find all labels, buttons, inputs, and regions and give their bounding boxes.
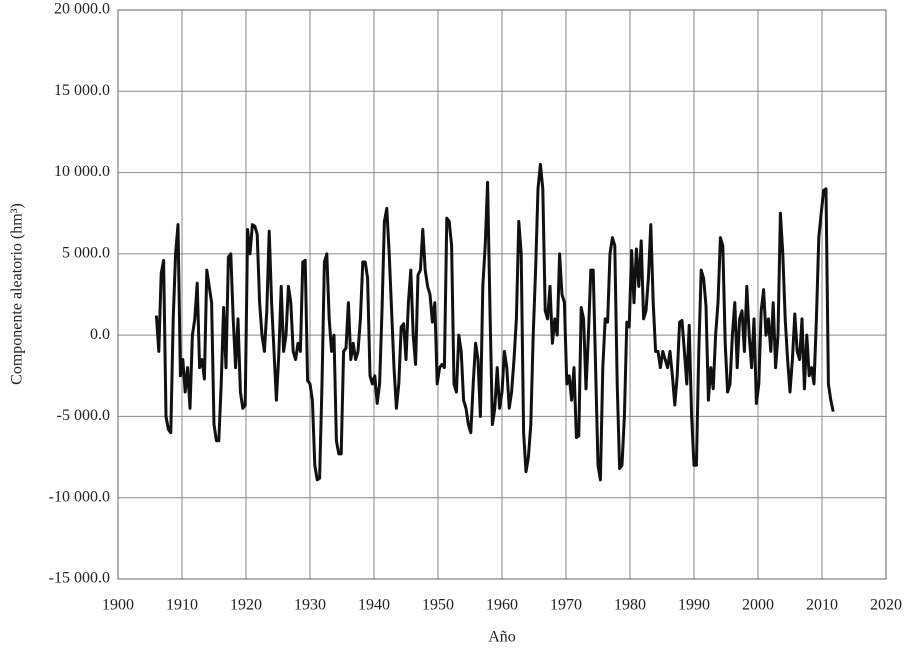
x-tick-label: 1910 [166,597,198,614]
x-tick-label: 1940 [358,597,390,614]
x-tick-label: 2000 [742,597,774,614]
y-tick-label: 0.0 [90,326,110,343]
x-tick-label: 1970 [550,597,582,614]
x-axis-label: Año [488,629,516,646]
plot-frame [117,9,887,580]
x-tick-label: 1990 [678,597,710,614]
x-tick-label: 1920 [230,597,262,614]
y-axis-label: Componente aleatorio (hm³) [9,203,26,385]
x-tick-label: 2010 [806,597,838,614]
y-tick-label: 5 000.0 [62,245,110,262]
y-tick-label: -10 000.0 [49,488,110,505]
y-tick-label: -15 000.0 [49,570,110,587]
y-tick-label: 20 000.0 [54,1,110,18]
y-tick-label: -5 000.0 [57,407,110,424]
x-tick-label: 2020 [870,597,902,614]
y-tick-label: 10 000.0 [54,163,110,180]
y-tick-label: 15 000.0 [54,82,110,99]
x-tick-label: 1960 [486,597,518,614]
data-line [154,162,835,482]
x-tick-label: 1980 [614,597,646,614]
x-tick-label: 1900 [102,597,134,614]
x-tick-label: 1950 [422,597,454,614]
x-tick-label: 1930 [294,597,326,614]
